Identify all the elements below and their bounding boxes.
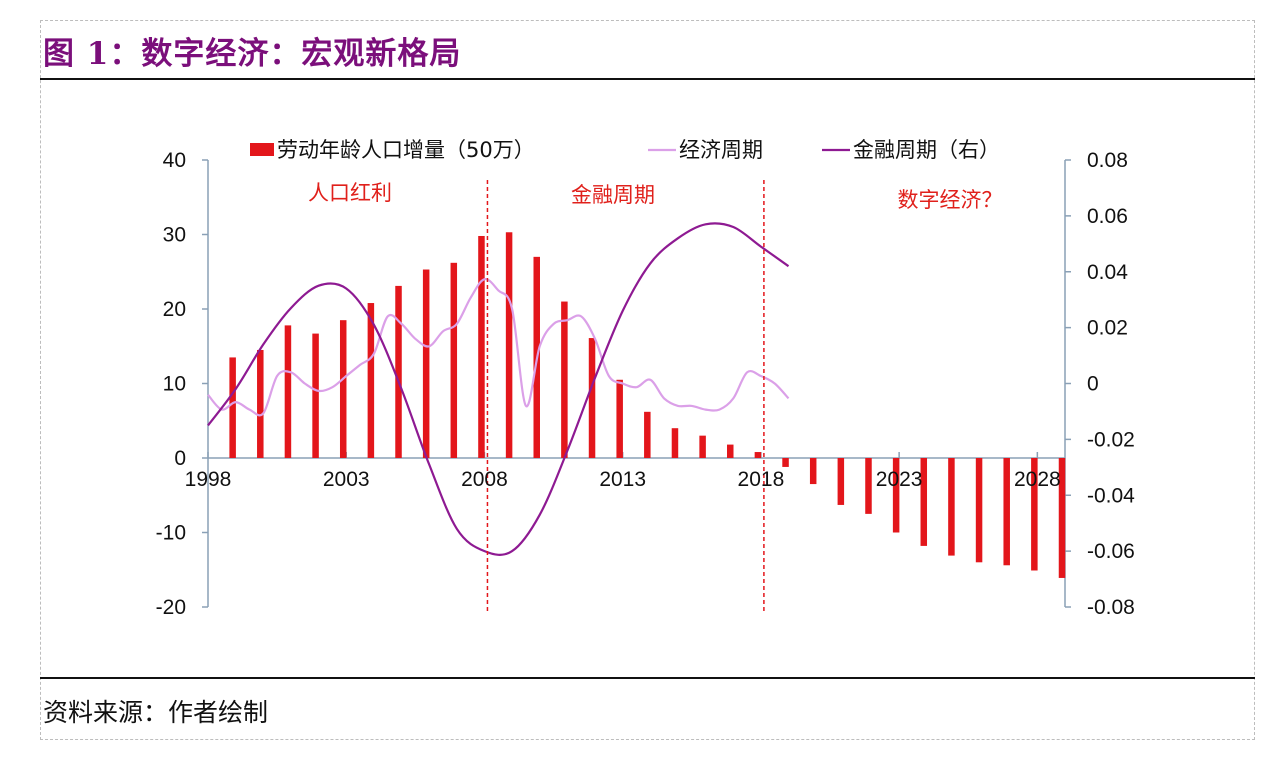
bar	[920, 458, 928, 546]
right-tick-label: 0.02	[1087, 317, 1128, 340]
line-series	[207, 222, 790, 556]
bar	[561, 301, 568, 458]
era-label: 金融周期	[571, 183, 655, 207]
x-tick-label: 2003	[323, 468, 370, 491]
right-tick-label: -0.08	[1087, 596, 1135, 619]
left-tick-label: -20	[156, 596, 186, 619]
bar	[809, 458, 817, 485]
right-tick-label: -0.04	[1087, 484, 1135, 507]
era-label: 人口红利	[308, 181, 392, 205]
era-dividers	[486, 180, 765, 612]
left-tick-label: 10	[163, 373, 186, 396]
left-tick-label: 0	[174, 447, 186, 470]
bar	[1003, 458, 1010, 566]
bar	[782, 458, 789, 467]
bar	[892, 458, 900, 533]
bar	[229, 357, 236, 458]
x-tick-label: 2008	[461, 468, 508, 491]
era-label: 数字经济？	[898, 188, 1003, 212]
figure-title: 图 1：数字经济：宏观新格局	[43, 36, 462, 72]
bar	[948, 458, 955, 556]
bar	[395, 285, 402, 458]
bar	[312, 333, 319, 458]
x-tick-label: 1998	[185, 468, 232, 491]
bar	[727, 444, 734, 458]
bar	[671, 428, 679, 458]
bar	[478, 235, 485, 458]
source-note: 资料来源：作者绘制	[43, 698, 269, 727]
bar	[644, 411, 651, 458]
left-tick-label: 40	[163, 149, 186, 172]
legend-swatch-bars	[250, 143, 274, 156]
bar	[1058, 458, 1066, 578]
title-rule	[40, 78, 1255, 80]
right-tick-label: -0.06	[1087, 540, 1135, 563]
left-tick-label: 20	[163, 298, 186, 321]
legend-label-bars: 劳动年龄人口增量（50万）	[277, 138, 535, 162]
bar	[1031, 458, 1038, 571]
x-tick-label: 2013	[599, 468, 646, 491]
legend-label-economic: 经济周期	[679, 138, 763, 162]
bar	[975, 458, 983, 563]
bar	[450, 262, 458, 458]
x-tick-label: 2018	[738, 468, 785, 491]
right-tick-label: 0.06	[1087, 205, 1128, 228]
right-tick-label: 0	[1087, 373, 1099, 396]
bar	[422, 269, 430, 458]
figure-frame	[40, 20, 1255, 740]
financial-cycle-line	[207, 222, 790, 556]
legend-label-financial: 金融周期（右）	[853, 138, 1000, 162]
bar	[837, 458, 845, 505]
right-tick-label: 0.04	[1087, 261, 1128, 284]
bar	[865, 458, 872, 514]
bar	[505, 232, 513, 458]
axes	[202, 159, 1071, 608]
bar-series	[229, 232, 1066, 578]
bar	[616, 379, 623, 458]
tick-labels: 40 30 20 10 0 -10 -20 0.08 0.06 0.04 0.02 0 -0.02 -0.…	[156, 149, 1136, 619]
source-rule	[40, 677, 1255, 679]
right-tick-label: 0.08	[1087, 149, 1128, 172]
economic-cycle-line	[207, 278, 790, 417]
left-tick-label: 30	[163, 224, 186, 247]
bar	[339, 320, 347, 458]
bar	[699, 435, 706, 458]
left-tick-label: -10	[156, 522, 186, 545]
bar	[588, 338, 596, 458]
era-labels: 人口红利 金融周期 数字经济？	[308, 181, 1003, 212]
bar	[367, 303, 375, 458]
legend: 劳动年龄人口增量（50万） 经济周期 金融周期（右）	[250, 138, 1000, 162]
bar	[284, 325, 292, 458]
x-tick-label: 2023	[876, 468, 923, 491]
x-tick-label: 2028	[1014, 468, 1061, 491]
bar	[257, 349, 264, 458]
right-tick-label: -0.02	[1087, 428, 1135, 451]
bar	[754, 452, 762, 458]
